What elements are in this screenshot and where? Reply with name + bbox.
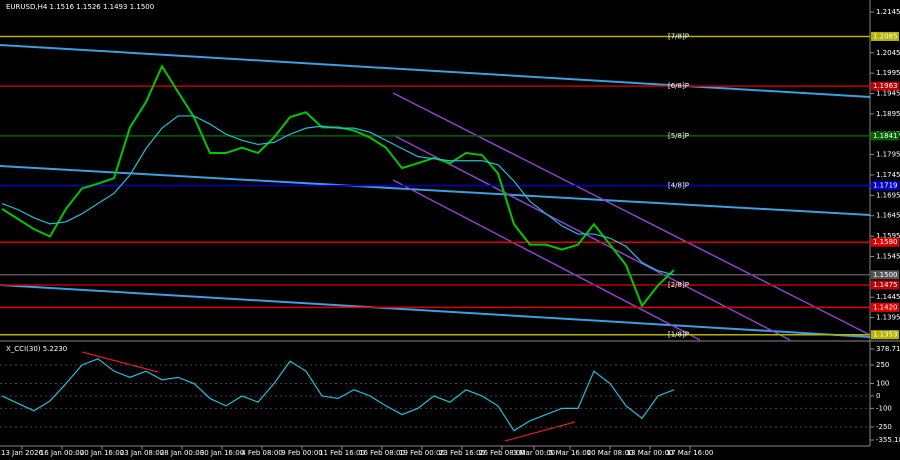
x-tick-label: 3 Mar 00:00: [513, 449, 555, 457]
level-note: [2/8]P: [668, 281, 689, 289]
chart-title: EURUSD,H4 1.1516 1.1526 1.1493 1.1500: [6, 3, 154, 11]
level-note: [5/8]P: [668, 132, 689, 140]
x-tick-label: 13 Jan 2026: [1, 449, 44, 457]
x-tick-label: 20 Jan 16:00: [80, 449, 124, 457]
price-tag: [871, 31, 899, 41]
series-line: [1, 115, 675, 276]
price-tag-label: 1.1500: [873, 271, 898, 279]
price-tag-label: 1.1420: [873, 303, 898, 311]
y-tick-label: 378.7116: [876, 345, 900, 353]
y-tick-label: 1.1645: [876, 212, 900, 220]
x-tick-label: 11 Feb 16:00: [319, 449, 365, 457]
x-tick-label: 28 Jan 00:00: [160, 449, 204, 457]
y-tick-label: -355.189: [876, 436, 900, 444]
y-tick-label: 1.1595: [876, 232, 900, 240]
series-line: [1, 64, 675, 308]
regression-line: [392, 134, 791, 341]
x-tick-label: 10 Mar 08:00: [587, 449, 634, 457]
x-tick-label: 30 Jan 16:00: [200, 449, 244, 457]
x-tick-label: 26 Feb 08:00: [479, 449, 525, 457]
price-tag-label: 1.1841: [873, 132, 898, 140]
y-tick-label: -250: [876, 423, 892, 431]
x-tick-label: 4 Feb 08:00: [241, 449, 282, 457]
trend-channels: [0, 44, 871, 442]
x-tick-label: 9 Feb 00:00: [281, 449, 322, 457]
level-note: [4/8]P: [668, 182, 689, 190]
y-tick-label: 1.1545: [876, 252, 900, 260]
regression-line: [392, 179, 701, 341]
indicator-title: X_CCI(30) 5.2230: [6, 345, 67, 353]
divergence-line: [504, 421, 576, 442]
x-tick-label: 23 Feb 16:00: [439, 449, 485, 457]
x-tick-label: 16 Jan 00:00: [40, 449, 84, 457]
y-tick-label: 1.1995: [876, 69, 900, 77]
y-tick-label: 1.1895: [876, 110, 900, 118]
x-tick-label: 13 Mar 00:00: [627, 449, 674, 457]
price-tag: [871, 131, 899, 141]
y-tick-label: 1.1395: [876, 314, 900, 322]
channel-line: [0, 165, 871, 216]
price-tag: [871, 330, 899, 340]
level-note: [6/8]P: [668, 82, 689, 90]
x-tick-label: 19 Feb 00:00: [399, 449, 445, 457]
regression-line: [392, 92, 871, 336]
price-tag-label: 1.1353: [873, 331, 898, 339]
series-line: [1, 358, 675, 432]
y-tick-label: 1.1795: [876, 151, 900, 159]
y-tick-label: 1.1445: [876, 293, 900, 301]
x-tick-label: 23 Jan 08:00: [120, 449, 164, 457]
y-tick-label: 1.1695: [876, 191, 900, 199]
price-tag: [871, 302, 899, 312]
y-tick-label: 100: [876, 380, 889, 388]
x-tick-label: 17 Mar 16:00: [667, 449, 714, 457]
price-tag: [871, 237, 899, 247]
level-note: [7/8]P: [668, 32, 689, 40]
price-tag: [871, 280, 899, 290]
y-tick-label: 250: [876, 361, 889, 369]
x-tick-label: 5 Mar 16:00: [549, 449, 591, 457]
price-tag-label: 1.1719: [873, 182, 898, 190]
level-note: [1/8]P: [668, 331, 689, 339]
channel-line: [0, 284, 871, 338]
price-tag-label: 1.2085: [873, 32, 898, 40]
y-tick-label: 0: [876, 392, 880, 400]
y-tick-label: 1.2145: [876, 8, 900, 16]
price-tag-label: 1.1475: [873, 281, 898, 289]
x-tick-label: 16 Feb 08:00: [359, 449, 405, 457]
divergence-line: [81, 351, 159, 373]
price-tag-label: 1.1580: [873, 238, 898, 246]
channel-line: [0, 44, 871, 98]
y-tick-label: -100: [876, 404, 892, 412]
price-tag: [871, 81, 899, 91]
y-tick-label: 1.1745: [876, 171, 900, 179]
price-tag: [871, 181, 899, 191]
price-tag-label: 1.1963: [873, 82, 898, 90]
price-tag: [871, 270, 899, 280]
y-tick-label: 1.2045: [876, 49, 900, 57]
y-tick-label: 1.1945: [876, 90, 900, 98]
